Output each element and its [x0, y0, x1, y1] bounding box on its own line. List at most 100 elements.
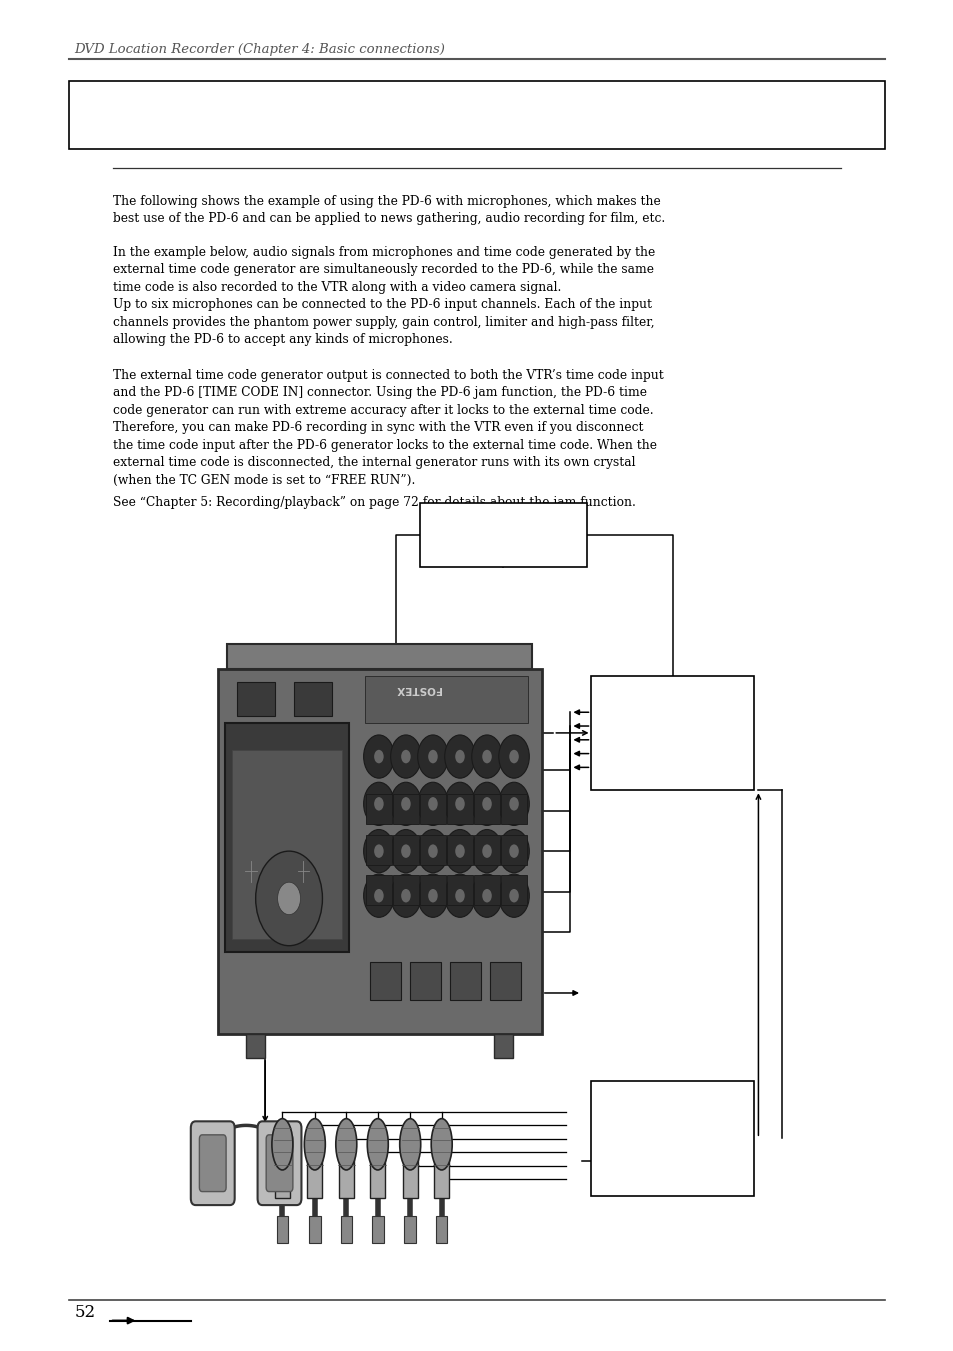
- Circle shape: [509, 844, 518, 858]
- Bar: [591, 676, 753, 790]
- Bar: [69, 81, 884, 149]
- Circle shape: [391, 830, 421, 873]
- Bar: [370, 1138, 385, 1198]
- Bar: [410, 962, 440, 1000]
- Circle shape: [255, 851, 322, 946]
- Circle shape: [400, 889, 410, 902]
- Circle shape: [428, 750, 437, 763]
- Circle shape: [428, 797, 437, 811]
- Circle shape: [374, 797, 383, 811]
- Circle shape: [471, 874, 502, 917]
- Ellipse shape: [367, 1119, 388, 1170]
- Bar: [340, 1216, 352, 1243]
- Bar: [274, 1138, 290, 1198]
- Bar: [419, 503, 586, 567]
- Bar: [225, 723, 349, 952]
- Circle shape: [444, 782, 475, 825]
- Bar: [591, 1081, 753, 1196]
- Bar: [246, 1034, 265, 1058]
- Circle shape: [417, 782, 448, 825]
- Bar: [392, 794, 419, 824]
- Bar: [446, 794, 473, 824]
- Circle shape: [363, 735, 394, 778]
- Ellipse shape: [304, 1119, 325, 1170]
- Bar: [419, 794, 446, 824]
- Bar: [365, 875, 392, 905]
- Bar: [446, 835, 473, 865]
- Circle shape: [509, 889, 518, 902]
- Bar: [500, 875, 527, 905]
- Circle shape: [363, 782, 394, 825]
- Circle shape: [509, 797, 518, 811]
- Circle shape: [363, 830, 394, 873]
- Bar: [370, 962, 400, 1000]
- Bar: [474, 794, 500, 824]
- Bar: [446, 875, 473, 905]
- Bar: [494, 1034, 513, 1058]
- Text: 52: 52: [74, 1305, 95, 1321]
- Circle shape: [444, 735, 475, 778]
- Circle shape: [391, 735, 421, 778]
- Circle shape: [482, 750, 492, 763]
- Bar: [500, 794, 527, 824]
- Circle shape: [400, 750, 410, 763]
- Circle shape: [374, 844, 383, 858]
- Circle shape: [471, 830, 502, 873]
- Bar: [338, 1138, 354, 1198]
- Circle shape: [363, 874, 394, 917]
- Bar: [436, 1216, 447, 1243]
- Circle shape: [455, 750, 464, 763]
- Bar: [500, 835, 527, 865]
- Text: In the example below, audio signals from microphones and time code generated by : In the example below, audio signals from…: [112, 246, 654, 346]
- Bar: [490, 962, 520, 1000]
- Circle shape: [391, 874, 421, 917]
- Circle shape: [498, 782, 529, 825]
- Bar: [294, 682, 332, 716]
- Circle shape: [498, 874, 529, 917]
- FancyBboxPatch shape: [199, 1135, 226, 1192]
- Bar: [276, 1216, 288, 1243]
- Circle shape: [482, 797, 492, 811]
- Bar: [232, 750, 341, 939]
- FancyBboxPatch shape: [266, 1135, 293, 1192]
- Bar: [365, 794, 392, 824]
- Bar: [227, 644, 532, 669]
- Ellipse shape: [272, 1119, 293, 1170]
- Bar: [404, 1216, 416, 1243]
- Bar: [434, 1138, 449, 1198]
- Circle shape: [482, 889, 492, 902]
- Circle shape: [417, 735, 448, 778]
- Bar: [474, 875, 500, 905]
- Bar: [450, 962, 480, 1000]
- Circle shape: [444, 830, 475, 873]
- Circle shape: [428, 844, 437, 858]
- Circle shape: [509, 750, 518, 763]
- Bar: [365, 676, 527, 723]
- Circle shape: [374, 889, 383, 902]
- Bar: [365, 835, 392, 865]
- Circle shape: [400, 797, 410, 811]
- Circle shape: [391, 782, 421, 825]
- Circle shape: [471, 782, 502, 825]
- Circle shape: [498, 830, 529, 873]
- Text: The external time code generator output is connected to both the VTR’s time code: The external time code generator output …: [112, 369, 662, 486]
- Bar: [474, 835, 500, 865]
- Circle shape: [471, 735, 502, 778]
- Bar: [419, 835, 446, 865]
- Ellipse shape: [431, 1119, 452, 1170]
- Circle shape: [428, 889, 437, 902]
- Circle shape: [277, 882, 300, 915]
- Bar: [402, 1138, 417, 1198]
- Text: FOSTEX: FOSTEX: [395, 684, 441, 694]
- Bar: [392, 875, 419, 905]
- Bar: [372, 1216, 383, 1243]
- Text: DVD Location Recorder (Chapter 4: Basic connections): DVD Location Recorder (Chapter 4: Basic …: [74, 42, 445, 55]
- Circle shape: [455, 844, 464, 858]
- Circle shape: [455, 797, 464, 811]
- Circle shape: [455, 889, 464, 902]
- Ellipse shape: [399, 1119, 420, 1170]
- Bar: [236, 682, 274, 716]
- Circle shape: [374, 750, 383, 763]
- Circle shape: [417, 874, 448, 917]
- Circle shape: [482, 844, 492, 858]
